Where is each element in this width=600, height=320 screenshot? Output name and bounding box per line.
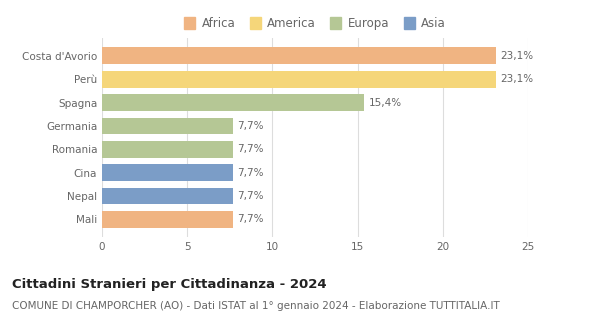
Bar [102,47,496,64]
Bar [102,188,233,204]
Text: 23,1%: 23,1% [500,51,533,61]
Text: 7,7%: 7,7% [238,144,264,154]
Text: 7,7%: 7,7% [238,121,264,131]
Text: COMUNE DI CHAMPORCHER (AO) - Dati ISTAT al 1° gennaio 2024 - Elaborazione TUTTIT: COMUNE DI CHAMPORCHER (AO) - Dati ISTAT … [12,301,500,311]
Bar [102,117,233,134]
Text: 15,4%: 15,4% [368,98,402,108]
Text: 7,7%: 7,7% [238,168,264,178]
Text: 23,1%: 23,1% [500,74,533,84]
Text: 7,7%: 7,7% [238,191,264,201]
Bar [102,71,496,88]
Bar [102,164,233,181]
Text: 7,7%: 7,7% [238,214,264,224]
Legend: Africa, America, Europa, Asia: Africa, America, Europa, Asia [179,12,451,35]
Text: Cittadini Stranieri per Cittadinanza - 2024: Cittadini Stranieri per Cittadinanza - 2… [12,278,326,292]
Bar [102,141,233,158]
Bar [102,211,233,228]
Bar [102,94,364,111]
